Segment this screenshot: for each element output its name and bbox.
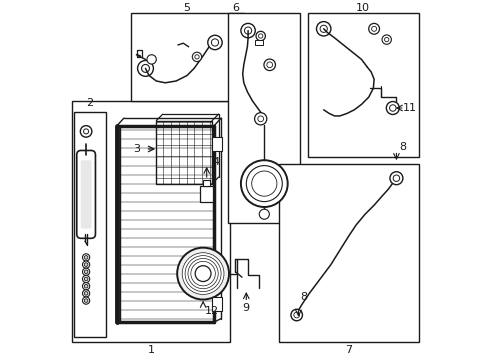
- Text: 3: 3: [133, 144, 140, 154]
- Circle shape: [82, 254, 89, 261]
- Text: 11: 11: [402, 103, 416, 113]
- Circle shape: [182, 253, 224, 294]
- Circle shape: [192, 52, 201, 62]
- Circle shape: [256, 31, 265, 41]
- Circle shape: [84, 277, 88, 281]
- Bar: [203, 180, 210, 186]
- Circle shape: [257, 116, 263, 122]
- Text: 9: 9: [242, 303, 249, 313]
- Circle shape: [384, 37, 388, 42]
- Text: 12: 12: [204, 306, 219, 316]
- Circle shape: [84, 299, 88, 302]
- Circle shape: [137, 60, 153, 76]
- FancyBboxPatch shape: [77, 150, 95, 238]
- Bar: [307, 13, 418, 157]
- FancyBboxPatch shape: [81, 160, 91, 229]
- Circle shape: [368, 23, 379, 34]
- Circle shape: [187, 258, 218, 289]
- Circle shape: [389, 105, 395, 111]
- Circle shape: [82, 290, 89, 297]
- Circle shape: [316, 22, 330, 36]
- Circle shape: [266, 62, 272, 68]
- Circle shape: [83, 129, 88, 134]
- Circle shape: [259, 209, 269, 219]
- Text: 5: 5: [183, 3, 190, 13]
- Text: 8: 8: [300, 292, 307, 302]
- Circle shape: [84, 256, 88, 259]
- Circle shape: [141, 64, 149, 72]
- Circle shape: [84, 270, 88, 274]
- Circle shape: [190, 261, 215, 286]
- Bar: [73, 112, 106, 337]
- Circle shape: [207, 35, 222, 50]
- Text: 7: 7: [345, 345, 352, 355]
- Circle shape: [386, 102, 399, 114]
- Circle shape: [185, 256, 221, 292]
- Bar: [131, 13, 244, 101]
- Circle shape: [84, 284, 88, 288]
- Circle shape: [211, 39, 218, 46]
- Text: 8: 8: [399, 141, 406, 152]
- Text: 1: 1: [147, 345, 154, 355]
- Bar: [278, 164, 418, 342]
- Circle shape: [82, 268, 89, 275]
- Bar: [212, 297, 222, 311]
- Circle shape: [246, 166, 282, 202]
- Bar: [200, 186, 213, 202]
- Circle shape: [392, 175, 399, 181]
- Circle shape: [244, 27, 251, 34]
- Circle shape: [82, 283, 89, 290]
- Circle shape: [84, 292, 88, 295]
- Circle shape: [146, 55, 156, 64]
- Circle shape: [320, 25, 326, 32]
- Circle shape: [254, 113, 266, 125]
- Circle shape: [290, 309, 302, 321]
- Circle shape: [371, 26, 376, 31]
- Circle shape: [381, 35, 390, 44]
- Bar: [72, 101, 230, 342]
- Text: 10: 10: [356, 3, 369, 13]
- Circle shape: [194, 55, 199, 59]
- Circle shape: [264, 59, 275, 71]
- Text: 6: 6: [231, 3, 239, 13]
- Circle shape: [195, 266, 211, 282]
- Bar: [255, 40, 263, 45]
- Circle shape: [82, 275, 89, 283]
- Circle shape: [251, 171, 276, 196]
- Circle shape: [293, 312, 299, 318]
- Circle shape: [84, 263, 88, 266]
- Circle shape: [82, 297, 89, 304]
- Bar: [228, 13, 300, 223]
- Circle shape: [177, 248, 228, 300]
- Circle shape: [241, 160, 287, 207]
- Circle shape: [389, 172, 402, 185]
- Circle shape: [258, 34, 263, 38]
- Bar: [156, 121, 212, 184]
- Bar: [212, 137, 222, 151]
- Circle shape: [80, 126, 92, 137]
- Text: 2: 2: [86, 98, 93, 108]
- Circle shape: [241, 23, 255, 38]
- Text: 4: 4: [212, 157, 219, 167]
- Circle shape: [82, 261, 89, 268]
